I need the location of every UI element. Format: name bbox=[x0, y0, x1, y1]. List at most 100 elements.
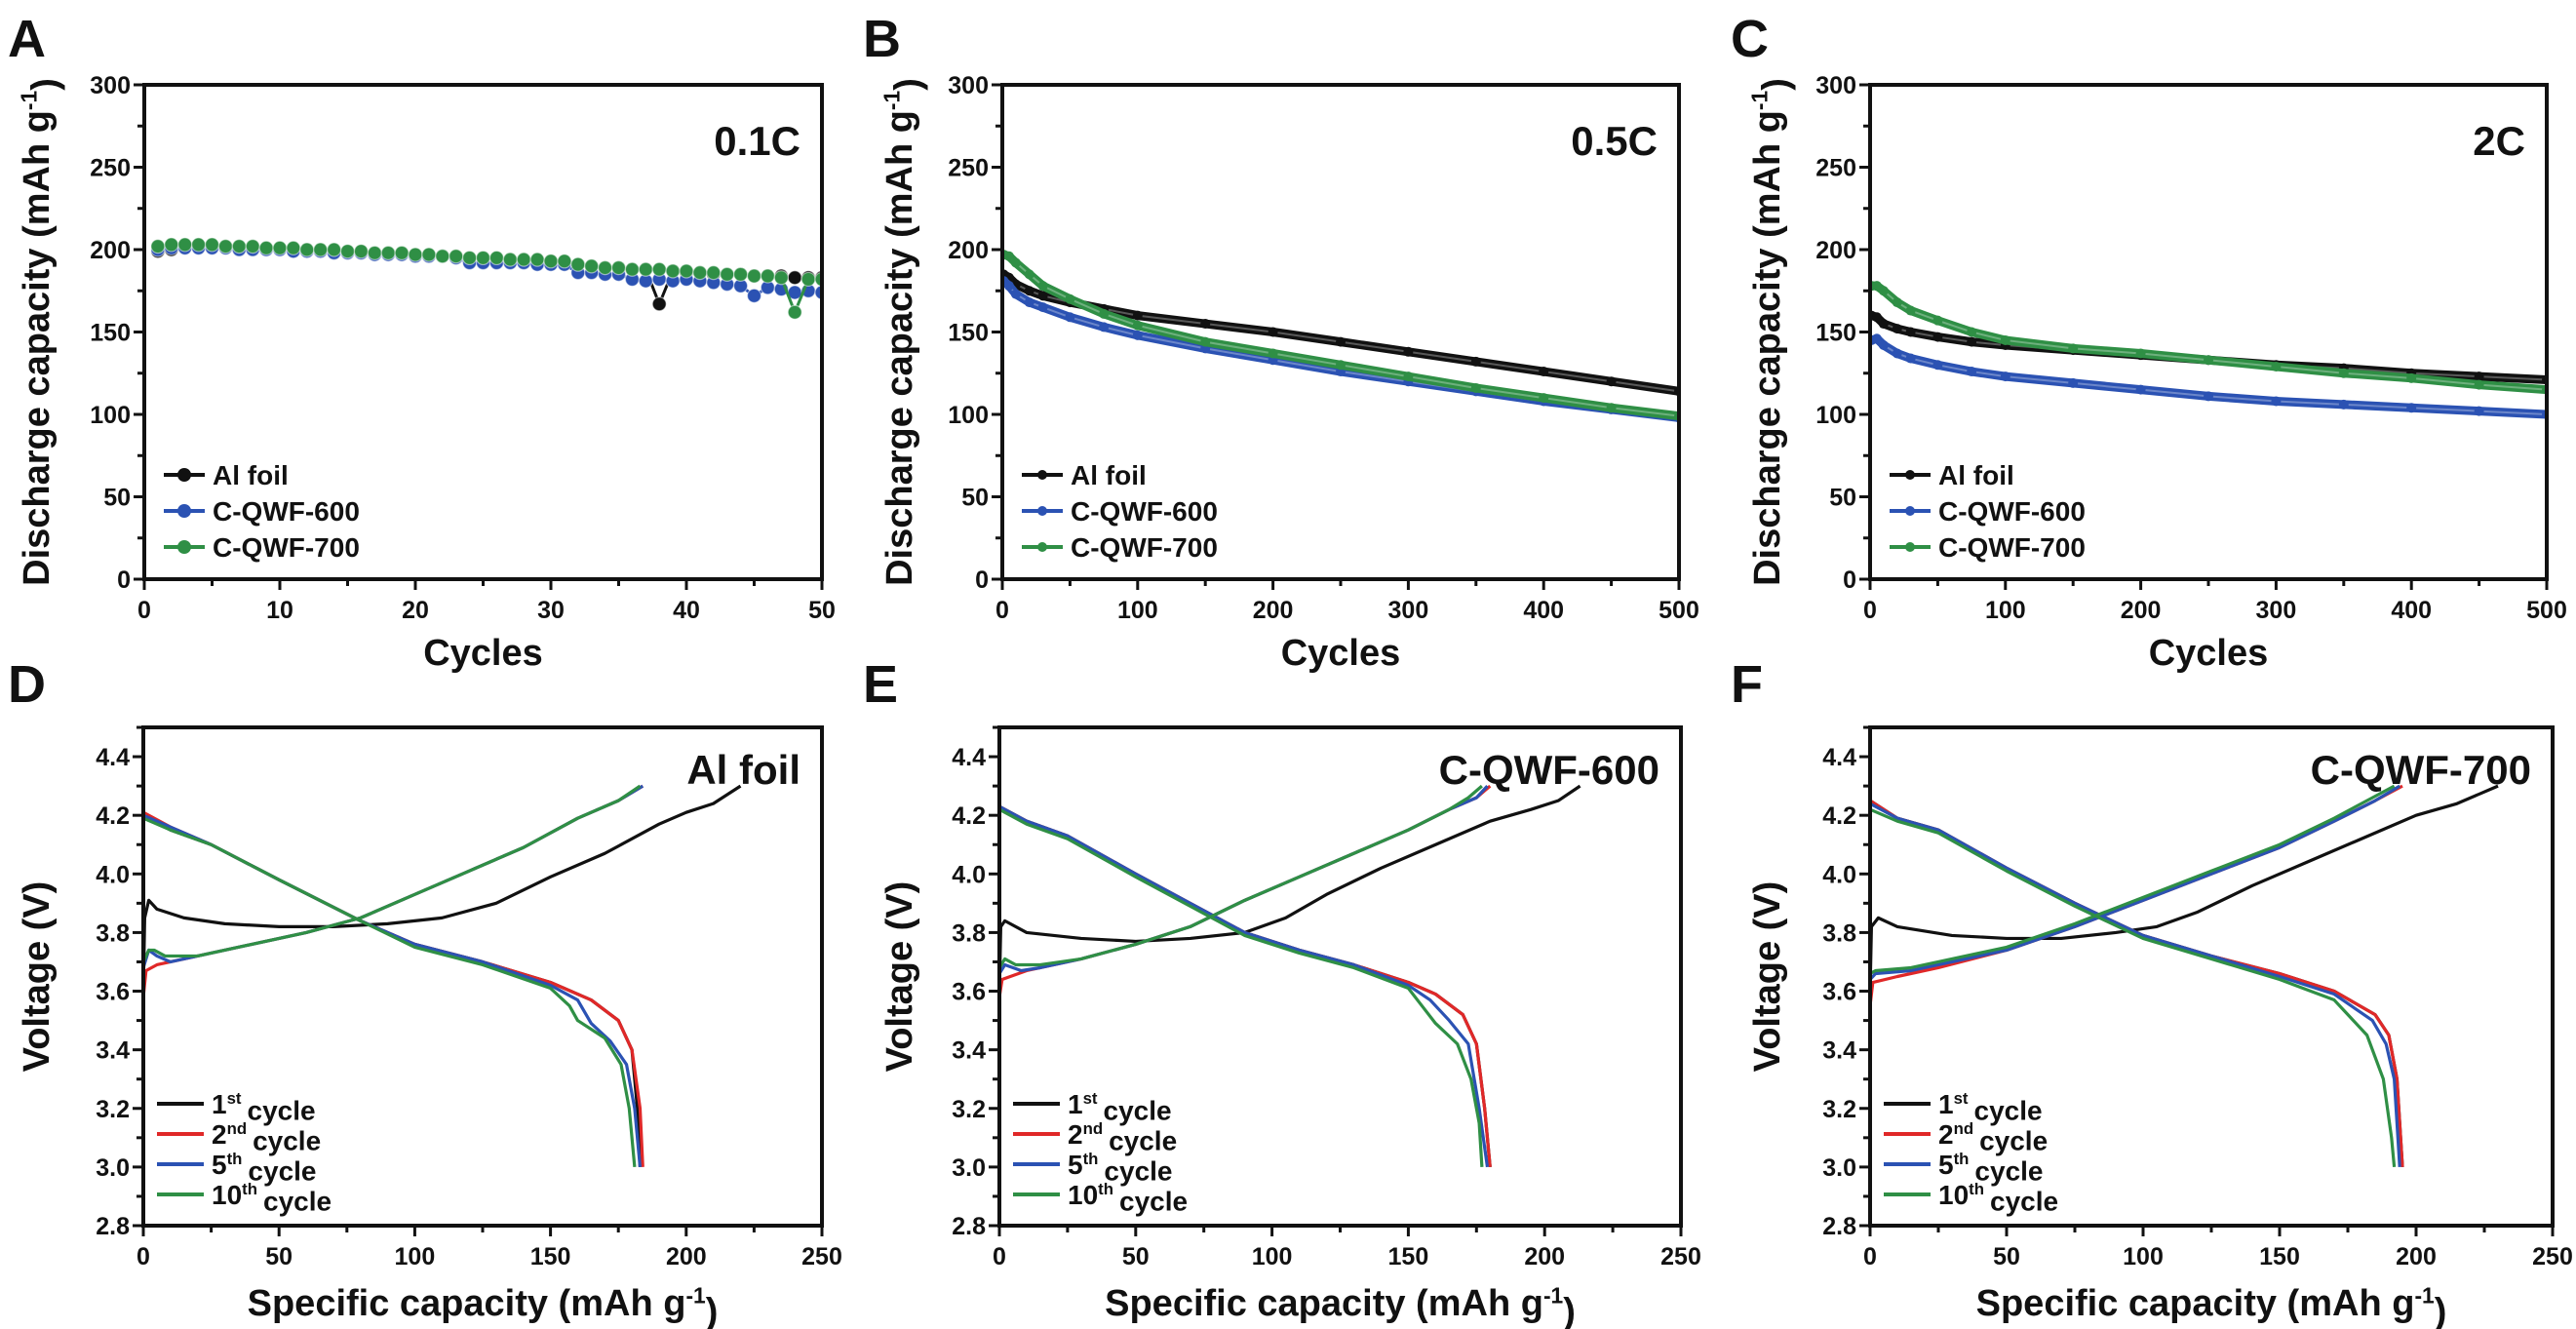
legend-item: C-QWF-700 bbox=[1890, 532, 2086, 563]
y-tick-label: 2.8 bbox=[1822, 1213, 1856, 1240]
data-point bbox=[502, 252, 518, 267]
x-tick-label: 100 bbox=[1985, 597, 2026, 624]
panel-D: D 0 50 100 150 200 250 2.8 3.0 3.2 3.4 3.6 3.8 4.0 4.2… bbox=[8, 655, 842, 1329]
legend-num: 10 bbox=[212, 1180, 242, 1210]
y-tick-label: 3.2 bbox=[96, 1096, 130, 1123]
discharge-curve bbox=[999, 807, 1484, 1167]
data-point bbox=[204, 237, 220, 253]
legend-item: 1st cycle bbox=[157, 1089, 316, 1126]
legend-item: Al foil bbox=[1890, 460, 2014, 490]
panel-annotation: Al foil bbox=[686, 747, 800, 793]
series-c-qwf-600 bbox=[1870, 333, 2547, 419]
data-point bbox=[2000, 371, 2010, 382]
series-line bbox=[1002, 277, 1679, 422]
y-tick-label: 3.8 bbox=[96, 919, 130, 947]
x-tick-label: 150 bbox=[1388, 1243, 1429, 1270]
series-line bbox=[1002, 250, 1679, 421]
data-point bbox=[1132, 310, 1143, 321]
data-point bbox=[258, 240, 274, 255]
legend-item: Al foil bbox=[164, 460, 289, 490]
data-point bbox=[624, 261, 641, 277]
title-end: ) bbox=[1755, 78, 1796, 91]
data-point bbox=[1967, 367, 1977, 377]
legend-label: 2nd cycle bbox=[1938, 1119, 2048, 1156]
x-tick-label: 400 bbox=[2391, 597, 2432, 624]
data-point bbox=[2406, 372, 2417, 383]
y-tick-label: 4.0 bbox=[952, 861, 986, 888]
data-point bbox=[1905, 353, 1916, 364]
panel-F: F 0 50 100 150 200 250 2.8 3.0 3.2 3.4 3.6 3.8 4.0 4.2… bbox=[1731, 655, 2573, 1329]
data-point bbox=[651, 296, 667, 312]
data-point bbox=[339, 244, 356, 259]
plot-area bbox=[1002, 250, 1679, 423]
legend-label: C-QWF-600 bbox=[1938, 496, 2086, 527]
data-point bbox=[327, 242, 342, 257]
y-tick-label: 4.2 bbox=[1822, 802, 1856, 830]
data-point bbox=[1024, 286, 1034, 296]
data-point bbox=[1037, 291, 1048, 301]
data-point bbox=[679, 263, 694, 279]
legend-label: C-QWF-600 bbox=[1071, 496, 1218, 527]
y-tick-label: 3.2 bbox=[952, 1096, 986, 1123]
data-point bbox=[217, 239, 233, 254]
plot-area bbox=[1870, 281, 2547, 419]
data-point bbox=[475, 250, 491, 266]
y-tick-label: 0 bbox=[1843, 567, 1856, 594]
legend-sup: th bbox=[227, 1150, 243, 1168]
data-point bbox=[408, 247, 423, 262]
legend-label: 10th cycle bbox=[1068, 1180, 1188, 1217]
y-tick-label: 2.8 bbox=[96, 1213, 130, 1240]
x-tick-label: 150 bbox=[530, 1243, 571, 1270]
legend-item: 2nd cycle bbox=[1884, 1119, 2048, 1156]
legend-item: C-QWF-600 bbox=[164, 496, 360, 527]
title-superscript: -1 bbox=[1543, 1282, 1564, 1308]
data-point bbox=[2204, 355, 2213, 366]
discharge-curve bbox=[1870, 801, 2401, 1167]
y-tick-label: 3.4 bbox=[96, 1037, 130, 1065]
y-tick-label: 3.2 bbox=[1822, 1096, 1856, 1123]
x-tick-label: 0 bbox=[995, 597, 1009, 624]
data-point bbox=[286, 240, 301, 255]
data-point bbox=[367, 245, 382, 260]
data-point bbox=[1967, 336, 1977, 347]
discharge-curve bbox=[1870, 807, 2397, 1168]
data-point bbox=[570, 256, 586, 272]
y-tick-label: 200 bbox=[90, 237, 131, 264]
panel-E: E 0 50 100 150 200 250 2.8 3.0 3.2 3.4 3.6 3.8 4.0 4.2… bbox=[863, 655, 1701, 1329]
series-10th bbox=[1870, 784, 2397, 1168]
data-point bbox=[1037, 281, 1048, 292]
data-point bbox=[2406, 403, 2417, 413]
data-point bbox=[462, 250, 478, 266]
y-tick-label: 3.4 bbox=[1822, 1037, 1856, 1065]
data-point bbox=[1268, 348, 1278, 359]
plot-area bbox=[999, 784, 1581, 1168]
legend-item: 10th cycle bbox=[157, 1180, 332, 1217]
data-point bbox=[1905, 327, 1916, 337]
y-tick-label: 50 bbox=[1829, 485, 1856, 512]
legend-item: C-QWF-600 bbox=[1890, 496, 2086, 527]
x-tick-label: 50 bbox=[808, 597, 836, 624]
data-point bbox=[2338, 399, 2349, 410]
x-tick-label: 200 bbox=[2121, 597, 2162, 624]
y-tick-label: 0 bbox=[975, 567, 989, 594]
y-tick-label: 4.2 bbox=[952, 802, 986, 830]
legend-label: C-QWF-700 bbox=[1938, 532, 2086, 563]
y-axis-title: Voltage (V) bbox=[879, 881, 920, 1073]
series-10th bbox=[143, 784, 642, 1168]
data-point bbox=[2474, 379, 2484, 390]
data-point bbox=[1892, 324, 1902, 334]
axes-frame bbox=[1868, 725, 2555, 1228]
data-point bbox=[1539, 393, 1549, 404]
title-text: Discharge capacity (mAh g bbox=[1747, 110, 1788, 586]
legend: Al foil C-QWF-600 C-QWF-700 bbox=[164, 460, 360, 563]
data-point bbox=[1606, 376, 1617, 387]
y-tick-label: 50 bbox=[961, 485, 989, 512]
data-point bbox=[543, 254, 559, 269]
legend-rest: cycle bbox=[1119, 1187, 1188, 1217]
series-highlight bbox=[1002, 273, 1679, 393]
series-c-qwf-700 bbox=[150, 237, 822, 320]
data-point bbox=[720, 266, 735, 282]
y-tick-label: 3.8 bbox=[1822, 919, 1856, 947]
panel-annotation: C-QWF-700 bbox=[2311, 747, 2531, 793]
